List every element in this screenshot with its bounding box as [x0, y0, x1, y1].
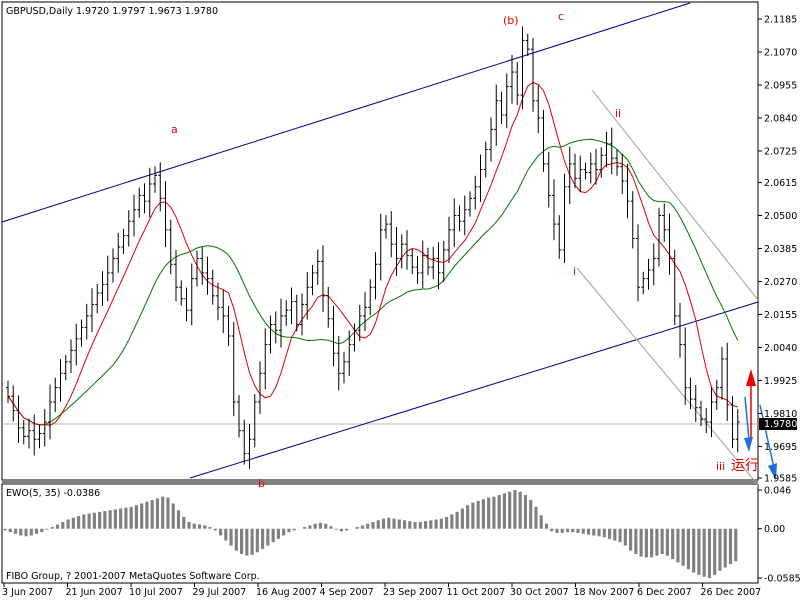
price-tick-label: 2.1185	[764, 15, 797, 26]
date-tick-label: 3 Jun 2007	[2, 587, 53, 598]
ma-fast-line	[7, 81, 738, 426]
date-tick-label: 10 Jul 2007	[129, 587, 183, 598]
price-tick-label: 1.9810	[764, 409, 797, 420]
candlestick-series	[6, 26, 740, 469]
current-price-box	[759, 418, 797, 430]
indicator-tick-label: 0.00	[764, 524, 785, 535]
channel-upper-line	[1, 2, 691, 223]
wave-label-ii: ii	[615, 107, 621, 120]
wave-label-a: a	[171, 123, 178, 136]
date-tick-label: 29 Jul 2007	[193, 587, 247, 598]
arrow-down-icon	[759, 404, 777, 480]
ma-fast-path	[7, 81, 738, 426]
wave-label-b-low: b	[258, 477, 265, 490]
wave-label-iii: iii	[716, 460, 725, 473]
current-price-label: 1.9780	[764, 419, 797, 430]
price-tick-label: 1.9585	[764, 474, 797, 485]
date-tick-label: 4 Sep 2007	[320, 587, 374, 598]
channel-lower-line	[189, 301, 759, 479]
ma-slow-path	[7, 138, 739, 426]
date-tick-label: 11 Oct 2007	[447, 587, 506, 598]
down-channel-upper	[591, 89, 759, 301]
down-channel-lower	[576, 267, 759, 486]
arrow-down-icon	[744, 396, 753, 452]
price-tick-label: 2.0955	[764, 80, 797, 91]
date-tick-label: 30 Oct 2007	[510, 587, 569, 598]
price-tick-label: 2.0385	[764, 244, 797, 255]
ma-slow-line	[7, 138, 739, 426]
ewo-histogram	[3, 490, 738, 578]
price-tick-label: 2.0840	[764, 113, 797, 124]
date-tick-label: 18 Nov 2007	[574, 587, 635, 598]
price-tick-label: 2.0270	[764, 277, 797, 288]
indicator-tick-label: 0.046	[764, 486, 791, 497]
date-tick-label: 16 Aug 2007	[256, 587, 317, 598]
price-tick-label: 2.0155	[764, 310, 797, 321]
wave-label-b: (b)	[503, 14, 519, 27]
arrow-up-icon	[746, 369, 756, 440]
symbol-header: GBPUSD,Daily 1.9720 1.9797 1.9673 1.9780	[6, 6, 218, 17]
date-tick-label: 23 Sep 2007	[383, 587, 443, 598]
wave-label-c: c	[558, 10, 564, 23]
price-tick-label: 2.0615	[764, 178, 797, 189]
copyright-text: FIBO Group, ? 2001-2007 MetaQuotes Softw…	[6, 571, 260, 582]
annotation-running: 运行	[731, 458, 759, 474]
price-tick-label: 2.0725	[764, 146, 797, 157]
date-tick-label: 21 Jun 2007	[66, 587, 123, 598]
price-tick-label: 1.9695	[764, 442, 797, 453]
price-tick-label: 2.1070	[764, 47, 797, 58]
price-tick-label: 1.9925	[764, 376, 797, 387]
date-axis: 3 Jun 2007 21 Jun 2007 10 Jul 2007 29 Jul 2…	[2, 583, 761, 598]
date-tick-label: 6 Dec 2007	[637, 587, 692, 598]
price-tick-label: 2.0040	[764, 343, 797, 354]
indicator-axis: 0.046 0.00 -0.0585	[758, 486, 800, 585]
price-axis: 2.1185 2.1070 2.0955 2.0840 2.0725 2.0615 2.05…	[758, 15, 797, 485]
wave-label-i: i	[573, 265, 576, 278]
indicator-tick-label: -0.0585	[764, 574, 800, 585]
indicator-title: EWO(5, 35) -0.0386	[6, 488, 100, 499]
price-tick-label: 2.0500	[764, 211, 797, 222]
price-pane-frame	[1, 1, 759, 481]
indicator-pane-frame	[1, 483, 759, 584]
date-tick-label: 26 Dec 2007	[701, 587, 762, 598]
